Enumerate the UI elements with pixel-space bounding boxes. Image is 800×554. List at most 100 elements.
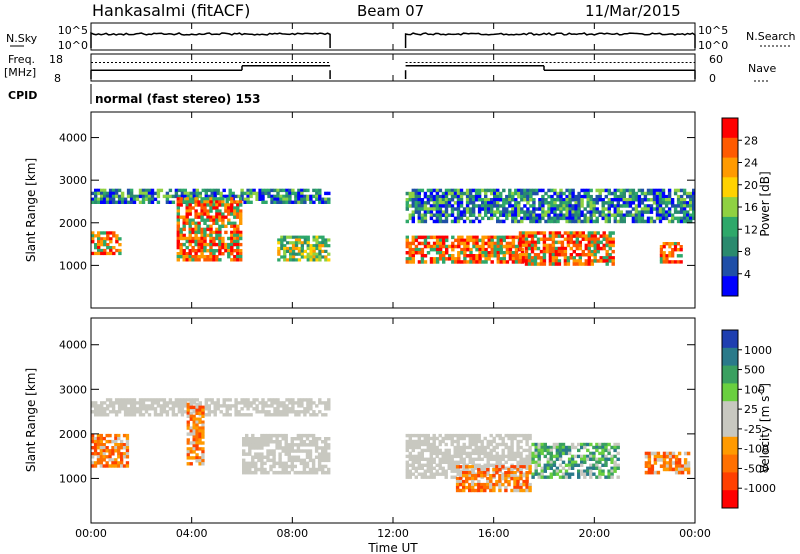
power-cell	[484, 188, 488, 193]
power-cell	[562, 198, 566, 202]
velocity-cell	[311, 458, 316, 463]
power-cell	[692, 188, 696, 193]
power-cell	[191, 245, 195, 250]
velocity-cell	[135, 407, 140, 411]
velocity-cell	[543, 454, 547, 459]
velocity-cell	[159, 407, 164, 411]
velocity-cell	[513, 474, 517, 478]
power-cell	[508, 235, 513, 240]
velocity-cell	[216, 401, 220, 405]
velocity-cell	[459, 433, 463, 438]
power-cell	[224, 209, 228, 213]
velocity-cell	[242, 449, 246, 453]
power-cell	[465, 201, 470, 205]
power-cell	[246, 194, 250, 199]
power-cell	[277, 241, 281, 245]
velocity-cell	[276, 404, 280, 408]
power-cell	[108, 194, 113, 199]
power-cell	[114, 188, 119, 193]
power-cell	[548, 234, 553, 238]
velocity-cell	[462, 471, 466, 475]
power-cell	[589, 213, 593, 217]
velocity-cell	[254, 446, 258, 450]
power-cell	[105, 197, 110, 201]
power-cell	[652, 188, 657, 193]
power-cell	[643, 207, 648, 211]
power-cell	[236, 258, 240, 262]
freq-unit-label: [MHz]	[4, 66, 36, 79]
velocity-cell	[272, 461, 276, 466]
velocity-cell	[249, 401, 253, 405]
velocity-cell	[543, 466, 547, 470]
power-cell	[200, 242, 204, 247]
power-cell	[288, 194, 292, 199]
velocity-cell	[519, 457, 523, 461]
power-cell	[541, 198, 545, 202]
power-cell	[607, 191, 611, 196]
velocity-cell	[321, 467, 325, 472]
power-cell	[405, 257, 409, 261]
power-cell	[472, 238, 476, 243]
power-cell	[215, 203, 219, 207]
velocity-cell	[465, 476, 469, 481]
velocity-cell	[129, 410, 134, 414]
velocity-cell	[480, 445, 484, 450]
power-cell	[206, 209, 210, 213]
power-cell	[100, 197, 104, 201]
power-cell	[542, 231, 547, 235]
power-cell	[432, 260, 437, 264]
power-cell	[215, 218, 219, 222]
velocity-cell	[513, 485, 517, 490]
velocity-cell	[408, 463, 412, 467]
power-cell	[550, 198, 554, 202]
velocity-cell	[189, 432, 193, 436]
power-cell	[249, 191, 253, 196]
power-cell	[499, 247, 503, 252]
power-cell	[185, 258, 189, 262]
velocity-cell	[598, 457, 602, 461]
power-cell	[556, 219, 560, 224]
velocity-cell	[132, 407, 137, 411]
power-cell	[239, 203, 243, 207]
power-cell	[100, 188, 104, 193]
power-cell	[411, 254, 415, 258]
power-cell	[180, 194, 185, 199]
velocity-cell	[94, 401, 98, 405]
velocity-cell	[471, 488, 475, 493]
power-ylabel: Slant Range [km]	[24, 158, 38, 262]
power-cell	[538, 188, 542, 193]
power-cell	[225, 200, 229, 204]
power-cell	[481, 241, 485, 246]
power-cell	[578, 240, 582, 245]
power-cell	[103, 237, 107, 241]
power-cell	[315, 191, 319, 196]
power-cell	[530, 234, 535, 238]
power-cell	[291, 241, 296, 245]
velocity-cell	[108, 398, 113, 402]
power-cell	[487, 254, 491, 258]
velocity-cell	[665, 451, 670, 456]
power-cell	[109, 240, 113, 244]
power-cell	[517, 204, 521, 208]
power-cell	[508, 194, 512, 199]
velocity-cell	[519, 439, 523, 444]
power-cell	[575, 240, 579, 245]
velocity-cell	[429, 460, 433, 464]
velocity-cell	[540, 448, 544, 453]
power-cell	[529, 194, 533, 199]
velocity-cell	[616, 475, 620, 479]
velocity-cell	[414, 475, 418, 479]
power-cell	[212, 239, 216, 244]
velocity-cell	[459, 457, 463, 461]
velocity-cell	[456, 451, 460, 456]
velocity-cell	[198, 435, 202, 439]
power-cell	[174, 191, 179, 196]
power-cell	[221, 212, 225, 216]
velocity-cell	[650, 470, 655, 475]
velocity-cell	[423, 436, 427, 441]
power-cell	[692, 204, 696, 208]
velocity-cell	[423, 448, 427, 453]
power-cell	[297, 194, 301, 199]
power-cell	[420, 201, 425, 205]
power-cell	[283, 235, 287, 239]
